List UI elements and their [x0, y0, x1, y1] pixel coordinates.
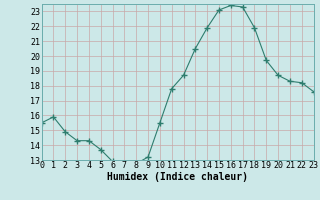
X-axis label: Humidex (Indice chaleur): Humidex (Indice chaleur) [107, 172, 248, 182]
